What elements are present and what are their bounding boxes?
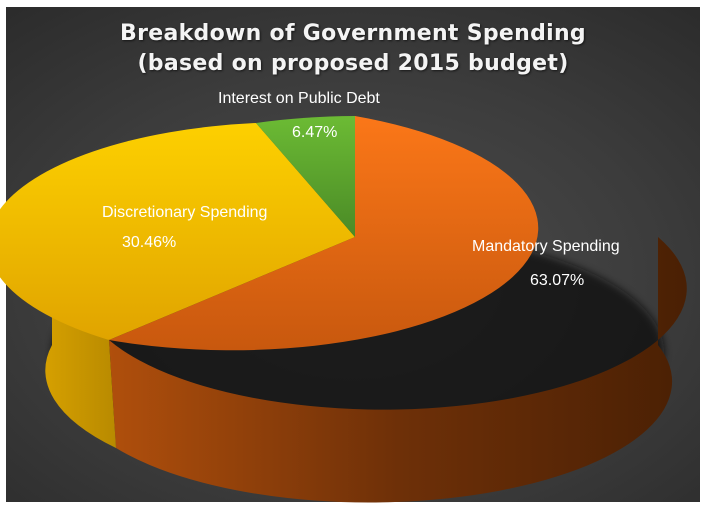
label-interest-name: Interest on Public Debt [218,90,380,107]
label-discretionary-name: Discretionary Spending [102,204,268,221]
label-mandatory-name: Mandatory Spending [472,238,620,255]
slice-mandatory[interactable] [109,116,539,351]
label-discretionary-value: 30.46% [122,234,177,251]
label-mandatory-value: 63.07% [530,272,585,289]
slice-side-discretionary [43,237,117,448]
chart-title: Breakdown of Government Spending (based … [6,19,700,79]
slice-side-mandatory [109,237,687,503]
label-interest-value: 6.47% [292,124,338,141]
chart-title-line-2: (based on proposed 2015 budget) [137,51,569,76]
slice-interest[interactable] [256,116,355,237]
chart-title-line-1: Breakdown of Government Spending [120,21,586,46]
slice-discretionary[interactable] [0,123,355,340]
